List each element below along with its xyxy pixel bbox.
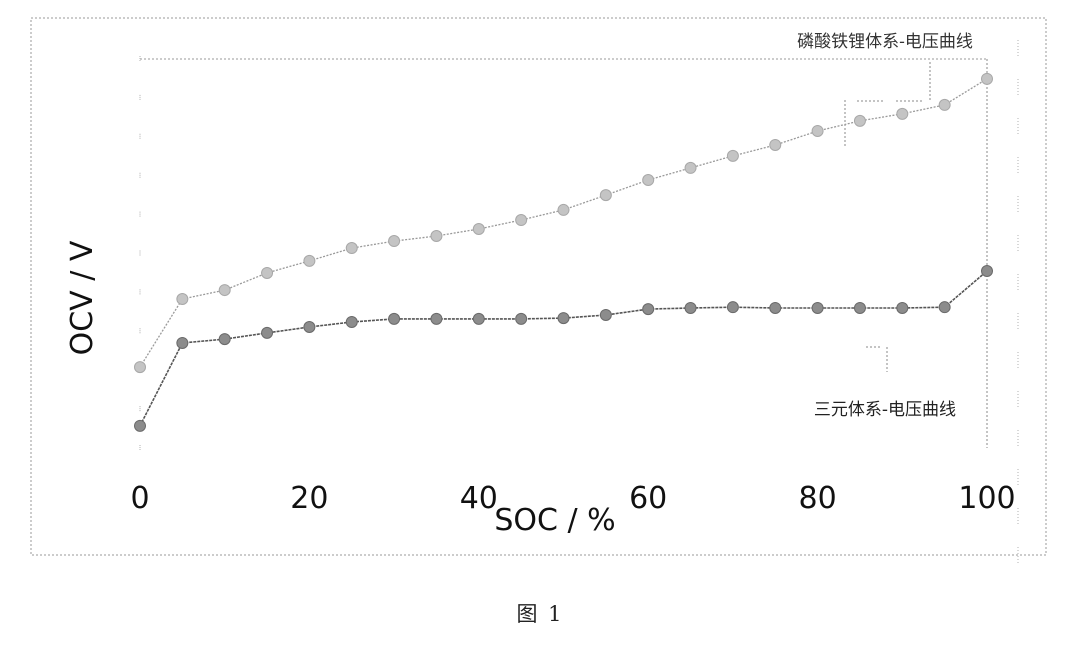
x-axis-label: SOC / % xyxy=(494,503,615,538)
annotation-leaders xyxy=(844,62,931,372)
data-point xyxy=(642,303,655,316)
data-point xyxy=(218,333,231,346)
x-axis-tick-labels: 0 20 40 60 80 100 xyxy=(130,481,1015,516)
data-point xyxy=(134,419,146,432)
x-tick-label: 100 xyxy=(958,481,1015,516)
data-point xyxy=(938,301,951,314)
data-point xyxy=(134,361,146,374)
y-axis-label: OCV / V xyxy=(65,240,100,355)
data-point xyxy=(981,265,993,278)
data-point xyxy=(557,203,570,216)
data-point xyxy=(642,173,655,186)
data-point xyxy=(769,301,782,314)
data-point xyxy=(811,124,824,137)
data-point xyxy=(557,312,570,325)
data-point xyxy=(896,301,909,314)
data-point xyxy=(218,284,231,297)
series-label-ncm: 三元体系-电压曲线 xyxy=(814,400,956,420)
data-point xyxy=(515,312,528,325)
data-point xyxy=(599,189,612,202)
data-point xyxy=(515,214,528,227)
data-point xyxy=(684,161,697,174)
data-point xyxy=(853,301,866,314)
series-ncm xyxy=(134,265,993,432)
data-point xyxy=(726,149,739,162)
data-point xyxy=(981,72,993,85)
x-tick-label: 80 xyxy=(799,481,837,516)
data-point xyxy=(599,308,612,321)
data-point xyxy=(176,293,189,306)
data-point xyxy=(261,326,274,339)
x-tick-label: 40 xyxy=(460,481,498,516)
data-point xyxy=(303,321,316,334)
data-point xyxy=(811,301,824,314)
data-point xyxy=(345,242,358,255)
x-tick-label: 0 xyxy=(130,481,149,516)
data-point xyxy=(345,315,358,328)
data-point xyxy=(684,301,697,314)
data-point xyxy=(726,301,739,314)
data-point xyxy=(472,312,485,325)
series-layer xyxy=(134,72,993,432)
x-tick-label: 20 xyxy=(290,481,328,516)
data-point xyxy=(938,98,951,111)
series-lfp xyxy=(134,72,993,374)
data-point xyxy=(896,107,909,120)
data-point xyxy=(430,312,443,325)
data-point xyxy=(472,222,485,235)
data-point xyxy=(388,235,401,248)
outer-frame xyxy=(30,17,1047,556)
data-point xyxy=(303,254,316,267)
series-label-lfp: 磷酸铁锂体系-电压曲线 xyxy=(797,32,973,52)
plot-area xyxy=(140,58,988,448)
x-tick-label: 60 xyxy=(629,481,667,516)
data-point xyxy=(430,229,443,242)
data-point xyxy=(261,266,274,279)
data-point xyxy=(769,138,782,151)
data-point xyxy=(388,312,401,325)
data-point xyxy=(853,114,866,127)
figure-caption: 图 1 xyxy=(516,602,564,626)
data-point xyxy=(176,336,189,349)
